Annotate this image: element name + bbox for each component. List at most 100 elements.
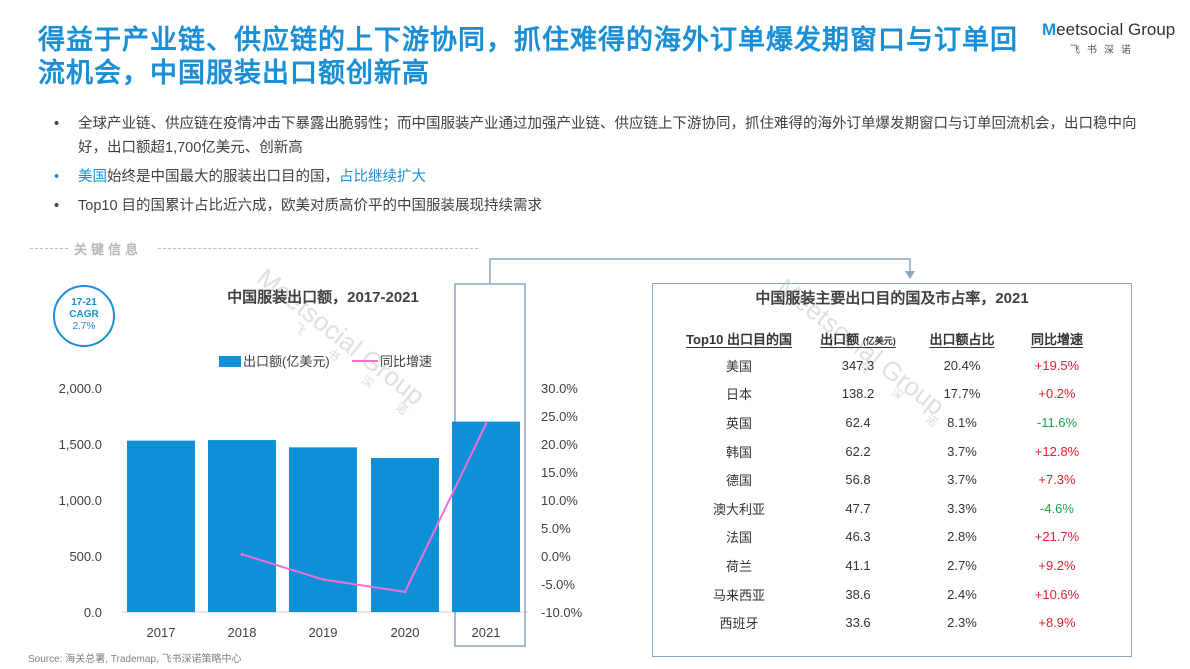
- cell-growth: +7.3%: [1038, 472, 1076, 488]
- section-divider: [158, 248, 478, 249]
- cell-amount: 62.2: [845, 443, 871, 459]
- y-right-tick-label: 20.0%: [541, 437, 578, 452]
- cagr-value: 2.7%: [72, 321, 96, 332]
- legend-line-label: 同比增速: [380, 354, 432, 369]
- bullet-item: • Top10 目的国累计占比近六成，欧美对质高价平的中国服装展现持续需求: [48, 194, 1148, 218]
- y-right-tick-label: 15.0%: [541, 465, 578, 480]
- cell-amount: 62.4: [845, 414, 871, 430]
- table-row: 西班牙 33.6 2.3% +8.9%: [672, 608, 1100, 637]
- cell-country: 日本: [725, 387, 752, 403]
- cell-share: 8.1%: [947, 414, 977, 430]
- cell-share: 2.8%: [947, 529, 977, 545]
- cell-share: 3.3%: [947, 500, 977, 516]
- cell-amount: 33.6: [845, 615, 871, 631]
- cell-amount: 41.1: [845, 557, 871, 573]
- bar-2021: [452, 421, 520, 612]
- y-right-tick-label: 0.0%: [541, 549, 571, 564]
- y-left-tick-label: 2,000.0: [59, 381, 102, 396]
- cell-growth: +10.6%: [1034, 586, 1080, 602]
- bullet-dot: •: [54, 169, 60, 185]
- table-row: 澳大利亚 47.7 3.3% -4.6%: [672, 494, 1100, 523]
- table-row: 马来西亚 38.6 2.4% +10.6%: [672, 580, 1100, 609]
- cell-amount: 47.7: [845, 500, 871, 516]
- bullet-highlight: 美国: [78, 169, 107, 185]
- bullet-highlight: 占比继续扩大: [339, 169, 426, 185]
- table-row: 美国 347.3 20.4% +19.5%: [672, 351, 1100, 380]
- cell-growth: +9.2%: [1038, 557, 1076, 573]
- bullet-item: • 全球产业链、供应链在疫情冲击下暴露出脆弱性；而中国服装产业通过加强产业链、供…: [48, 112, 1148, 160]
- cell-share: 20.4%: [943, 357, 981, 373]
- table-row: 法国 46.3 2.8% +21.7%: [672, 523, 1100, 552]
- cell-growth: -11.6%: [1036, 414, 1078, 430]
- cagr-badge: 17-21 CAGR 2.7%: [53, 285, 115, 347]
- header-country: Top10 出口目的国: [686, 331, 792, 347]
- bar-2017: [127, 440, 195, 612]
- cell-share: 3.7%: [947, 472, 977, 488]
- growth-point-2018: [240, 552, 244, 556]
- destination-table: Top10 出口目的国 出口额 (亿美元) 出口额占比 同比增速 美国 347.3…: [672, 325, 1100, 637]
- table-header-row: Top10 出口目的国 出口额 (亿美元) 出口额占比 同比增速: [672, 325, 1100, 351]
- y-left-tick-label: 500.0: [69, 549, 102, 564]
- page-title: 得益于产业链、供应链的上下游协同，抓住难得的海外订单爆发期窗口与订单回流机会，中…: [38, 25, 1018, 88]
- source-note: Source: 海关总署, Trademap, 飞书深诺策略中心: [28, 654, 242, 665]
- cell-growth: +21.7%: [1034, 529, 1080, 545]
- header-amount: 出口额 (亿美元): [820, 331, 896, 347]
- growth-point-2019: [321, 578, 325, 582]
- x-tick-label: 2020: [391, 625, 420, 640]
- table-title: 中国服装主要出口目的国及市占率，2021: [755, 290, 1029, 307]
- y-right-tick-label: 30.0%: [541, 381, 578, 396]
- cell-amount: 347.3: [841, 357, 875, 373]
- cell-country: 美国: [725, 358, 752, 374]
- header-share: 出口额占比: [929, 331, 995, 347]
- connector-arrowhead: [905, 271, 915, 279]
- table-frame: [652, 283, 1132, 657]
- bar-2019: [289, 447, 357, 612]
- cell-share: 3.7%: [947, 443, 977, 459]
- cell-share: 2.3%: [947, 615, 977, 631]
- legend-bar-label: 出口额(亿美元): [243, 354, 330, 369]
- y-left-tick-label: 1,000.0: [59, 493, 102, 508]
- cagr-label: CAGR: [69, 309, 99, 320]
- table-row: 德国 56.8 3.7% +7.3%: [672, 465, 1100, 494]
- cell-share: 2.7%: [947, 557, 977, 573]
- cell-country: 韩国: [725, 444, 752, 460]
- chart-title: 中国服装出口额，2017-2021: [227, 288, 419, 306]
- table-row: 荷兰 41.1 2.7% +9.2%: [672, 551, 1100, 580]
- bar-2020: [371, 458, 439, 612]
- bullet-dot: •: [54, 116, 60, 132]
- y-right-tick-label: -5.0%: [541, 577, 575, 592]
- logo-subtitle: 飞书深诺: [1070, 45, 1138, 56]
- y-right-tick-label: 10.0%: [541, 493, 578, 508]
- bullet-text: 始终是中国最大的服装出口目的国，: [107, 169, 339, 185]
- cell-country: 马来西亚: [712, 587, 765, 603]
- y-right-tick-label: 25.0%: [541, 409, 578, 424]
- x-tick-label: 2018: [228, 625, 257, 640]
- y-left-tick-label: 1,500.0: [59, 437, 102, 452]
- cell-country: 澳大利亚: [712, 501, 765, 517]
- connector-line: [489, 258, 911, 284]
- bullet-text: 全球产业链、供应链在疫情冲击下暴露出脆弱性；而中国服装产业通过加强产业链、供应链…: [78, 116, 1137, 156]
- cell-amount: 138.2: [841, 386, 875, 402]
- cell-share: 2.4%: [947, 586, 977, 602]
- cell-growth: +8.9%: [1038, 615, 1076, 631]
- bullet-item: • 美国始终是中国最大的服装出口目的国，占比继续扩大: [48, 165, 1148, 189]
- growth-point-2021: [484, 422, 488, 426]
- x-tick-label: 2019: [309, 625, 338, 640]
- cell-amount: 46.3: [845, 529, 871, 545]
- bullet-list: • 全球产业链、供应链在疫情冲击下暴露出脆弱性；而中国服装产业通过加强产业链、供…: [48, 112, 1148, 223]
- x-tick-label: 2021: [472, 625, 501, 640]
- y-left-tick-label: 0.0: [84, 605, 102, 620]
- y-right-tick-label: 5.0%: [541, 521, 571, 536]
- cell-growth: +0.2%: [1038, 386, 1076, 402]
- bullet-text: Top10 目的国累计占比近六成，欧美对质高价平的中国服装展现持续需求: [78, 198, 543, 214]
- cell-growth: +12.8%: [1034, 443, 1080, 459]
- cell-growth: +19.5%: [1034, 357, 1080, 373]
- cell-country: 英国: [725, 415, 752, 431]
- header-growth: 同比增速: [1030, 331, 1083, 347]
- cell-growth: -4.6%: [1040, 500, 1074, 516]
- table-row: 日本 138.2 17.7% +0.2%: [672, 380, 1100, 409]
- cell-share: 17.7%: [943, 386, 981, 402]
- section-label: 关键信息: [74, 242, 143, 257]
- growth-point-2020: [403, 590, 407, 594]
